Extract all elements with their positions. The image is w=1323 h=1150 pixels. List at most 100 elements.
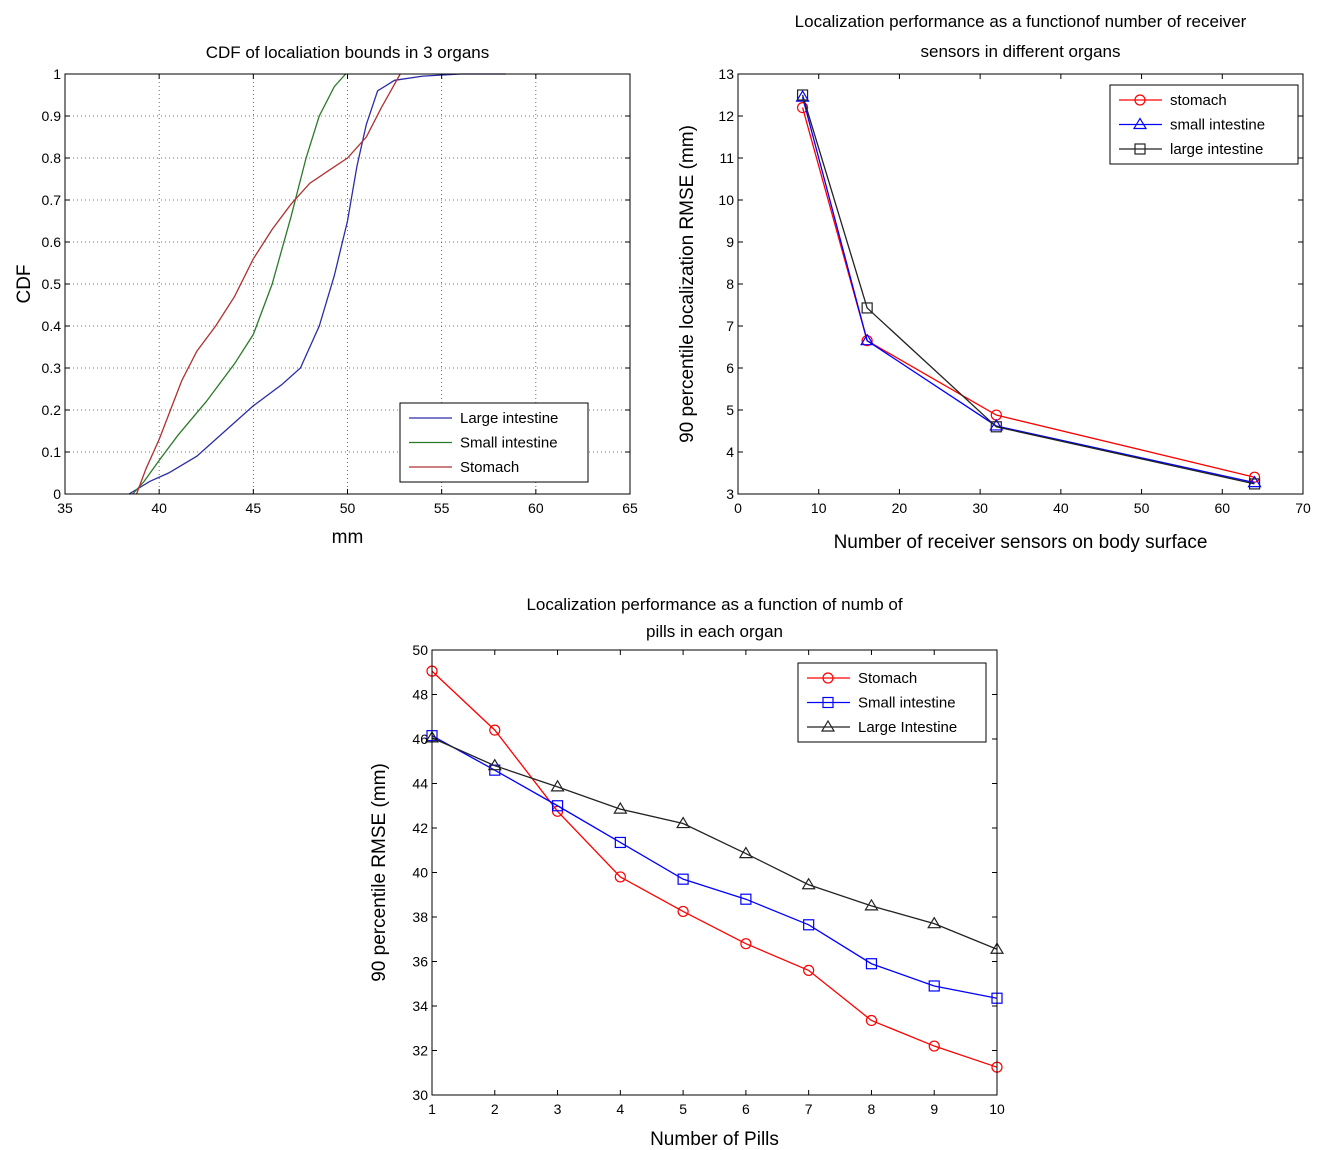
- legend: stomach small intestine large intestine: [1109, 84, 1299, 165]
- legend-label: Large intestine: [460, 410, 558, 427]
- y-tick-label: 0.8: [42, 150, 62, 166]
- x-tick-label: 6: [742, 1101, 750, 1117]
- x-tick-label: 9: [930, 1101, 938, 1117]
- x-axis-label: Number of Pills: [650, 1129, 779, 1150]
- x-tick-label: 7: [805, 1101, 813, 1117]
- legend: Large intestine Small intestine Stomach: [399, 402, 589, 483]
- data-point-large-intestine: [550, 779, 565, 792]
- y-tick-label: 0.4: [42, 318, 62, 334]
- x-axis-label: mm: [332, 527, 364, 548]
- y-tick-label: 5: [726, 402, 734, 418]
- data-point-small-intestine: [860, 333, 875, 346]
- y-tick-label: 46: [412, 731, 428, 747]
- legend-marker: [822, 696, 834, 709]
- legend-item-large-intestine: large intestine: [1119, 141, 1263, 158]
- chart-title-line: Localization performance as a function o…: [526, 595, 902, 614]
- series-line-large-intestine: [128, 73, 506, 495]
- legend-label: Small intestine: [858, 695, 956, 712]
- x-tick-label: 10: [989, 1101, 1005, 1117]
- series-line-small-intestine: [801, 96, 1255, 484]
- data-point-small-intestine: [551, 800, 564, 812]
- x-tick-label: 70: [1295, 500, 1311, 516]
- x-tick-label: 40: [1053, 500, 1069, 516]
- data-point-small-intestine: [928, 980, 940, 992]
- x-tick-label: 5: [679, 1101, 687, 1117]
- legend-label: large intestine: [1170, 141, 1263, 158]
- y-tick-label: 0: [53, 486, 61, 502]
- y-tick-label: 32: [412, 1043, 428, 1059]
- data-point-large-intestine: [1248, 478, 1261, 490]
- x-tick-label: 0: [734, 500, 742, 516]
- data-point-small-intestine: [803, 919, 815, 931]
- data-point-small-intestine: [989, 418, 1004, 431]
- chart-title-line: sensors in different organs: [920, 42, 1120, 61]
- y-tick-label: 0.2: [42, 402, 62, 418]
- legend-marker: [820, 719, 836, 732]
- y-tick-label: 12: [718, 108, 734, 124]
- x-tick-label: 60: [528, 500, 544, 516]
- data-point-large-intestine: [796, 89, 809, 101]
- y-tick-label: 11: [719, 150, 734, 166]
- legend-label: Small intestine: [460, 435, 558, 452]
- series-line-stomach: [431, 670, 998, 1068]
- y-tick-label: 1: [53, 66, 61, 82]
- series-line-large-intestine: [431, 737, 998, 950]
- series-small-intestine: [795, 89, 1262, 488]
- series-large-intestine: [424, 730, 1005, 954]
- x-tick-label: 45: [246, 500, 262, 516]
- series-large-intestine: [796, 89, 1261, 490]
- data-point-small-intestine: [795, 89, 810, 102]
- legend-item-large-intestine: Large intestine: [409, 410, 558, 427]
- chart-title-line: pills in each organ: [646, 622, 783, 641]
- y-tick-label: 30: [412, 1087, 428, 1103]
- y-axis-label: 90 percentile RMSE (mm): [369, 763, 390, 982]
- x-tick-label: 50: [1134, 500, 1150, 516]
- data-point-small-intestine: [614, 836, 626, 849]
- y-tick-label: 0.9: [42, 108, 62, 124]
- x-axis-label: Number of receiver sensors on body surfa…: [834, 532, 1208, 553]
- chart-rmse-vs-receiver-sensors: 0 10 20 30 40 50 60 70 3 4 5 6 7 8 9 10 11 12 13 Localizati…: [677, 12, 1311, 553]
- y-tick-label: 13: [718, 66, 734, 82]
- data-point-stomach: [677, 905, 689, 918]
- y-tick-label: 48: [412, 687, 428, 703]
- y-tick-label: 0.1: [42, 444, 62, 460]
- data-point-stomach: [740, 938, 752, 950]
- legend-label: stomach: [1170, 92, 1227, 109]
- x-tick-label: 8: [868, 1101, 876, 1117]
- series-line-small-intestine: [431, 735, 998, 999]
- legend-label: Large Intestine: [858, 719, 957, 736]
- series-line-small-intestine: [132, 73, 347, 495]
- y-tick-label: 10: [718, 192, 734, 208]
- y-tick-label: 0.5: [42, 276, 62, 292]
- legend-item-small-intestine: Small intestine: [807, 695, 956, 712]
- x-tick-label: 20: [892, 500, 908, 516]
- legend-marker: [1134, 94, 1146, 106]
- legend-item-small-intestine: small intestine: [1119, 117, 1265, 134]
- y-tick-label: 42: [412, 820, 428, 836]
- legend-label: Stomach: [460, 459, 519, 476]
- data-point-large-intestine: [861, 302, 873, 314]
- x-tick-label: 30: [972, 500, 988, 516]
- legend-item-stomach: stomach: [1119, 92, 1227, 109]
- y-tick-label: 6: [726, 360, 734, 376]
- data-point-stomach: [796, 101, 809, 114]
- y-tick-label: 0.6: [42, 234, 62, 250]
- y-axis-label: 90 percentile localization RMSE (mm): [677, 125, 698, 443]
- y-tick-label: 50: [412, 642, 428, 658]
- data-point-stomach: [928, 1040, 940, 1052]
- data-point-stomach: [614, 871, 626, 883]
- y-tick-label: 4: [726, 444, 734, 460]
- y-tick-label: 40: [412, 865, 428, 881]
- x-tick-label: 60: [1214, 500, 1230, 516]
- legend-marker: [1132, 117, 1148, 130]
- x-tick-label: 50: [340, 500, 356, 516]
- legend-item-stomach: Stomach: [409, 459, 519, 476]
- data-point-large-intestine: [801, 877, 816, 890]
- data-point-large-intestine: [864, 898, 879, 911]
- series-line-stomach: [135, 73, 401, 495]
- legend-item-stomach: Stomach: [807, 670, 917, 687]
- series-large-intestine: [128, 73, 506, 495]
- series-small-intestine: [132, 73, 347, 495]
- data-point-large-intestine: [927, 916, 942, 929]
